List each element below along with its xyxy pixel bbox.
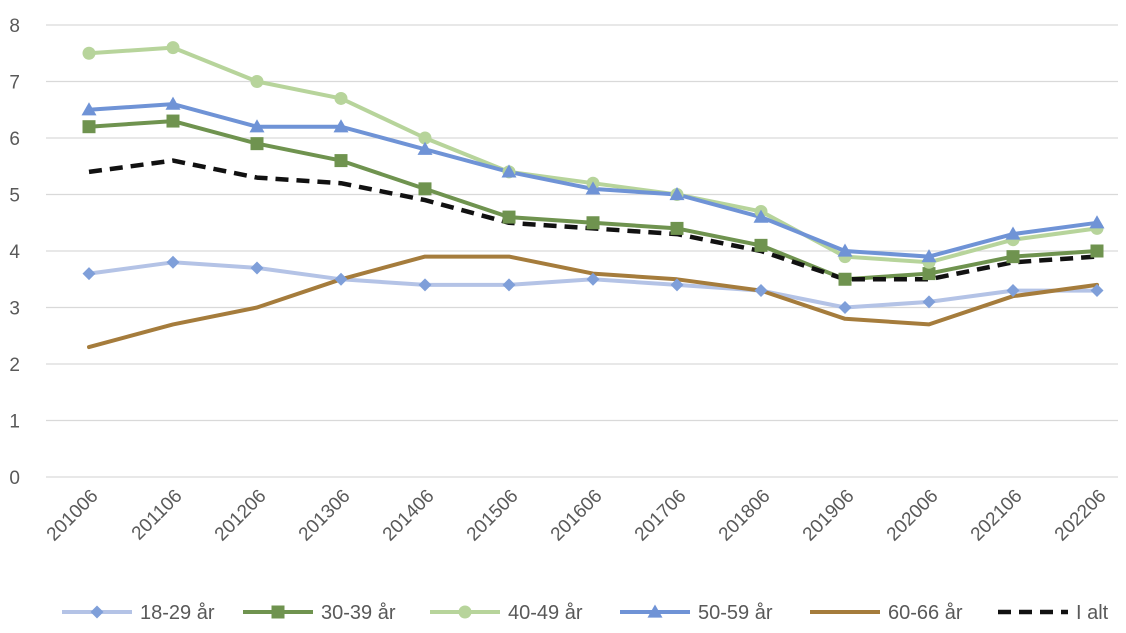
data-point-40-49-ar (82, 46, 96, 60)
data-point-50-59-ar (837, 243, 853, 257)
data-point-50-59-ar (585, 181, 601, 195)
data-point-30-39-ar (670, 221, 684, 235)
data-point-50-59-ar (417, 141, 433, 155)
data-point-18-29-ar (670, 278, 684, 292)
x-tick-label: 202206 (1051, 486, 1111, 546)
data-point-30-39-ar (838, 272, 852, 286)
x-tick-label: 201706 (631, 486, 691, 546)
data-point-18-29-ar (166, 255, 180, 269)
x-axis-ticks: 201006 201106 201206 201306 201406 201506 2016… (43, 486, 1111, 546)
y-tick-label: 5 (9, 186, 20, 207)
series-line-30-39-ar (87, 119, 1099, 282)
legend-item-40-49-ar: 40-49 år (430, 602, 583, 624)
data-point-30-39-ar (502, 210, 516, 224)
data-point-30-39-ar (82, 120, 96, 134)
data-point-30-39-ar (250, 137, 264, 151)
x-tick-label: 201806 (715, 486, 775, 546)
data-point-40-49-ar (418, 131, 432, 145)
legend-item-30-39-ar: 30-39 år (243, 602, 396, 624)
data-point-40-49-ar (250, 75, 264, 88)
data-point-30-39-ar (754, 238, 768, 252)
data-point-50-59-ar (669, 187, 685, 201)
data-point-30-39-ar (166, 114, 180, 128)
data-point-18-29-ar (922, 295, 936, 309)
y-tick-label: 0 (9, 468, 20, 489)
legend-marker (458, 605, 472, 619)
legend: 18-29 år 30-39 år 40-49 år 50-59 år 60-66 år… (62, 602, 1109, 624)
legend-marker (271, 605, 285, 619)
data-point-40-49-ar (166, 41, 180, 55)
x-tick-label: 202106 (967, 486, 1027, 546)
data-point-30-39-ar (334, 154, 348, 168)
data-point-18-29-ar (418, 278, 432, 292)
x-tick-label: 201306 (295, 486, 355, 546)
y-tick-label: 6 (9, 129, 20, 150)
data-point-50-59-ar (249, 119, 265, 133)
y-tick-label: 8 (9, 16, 20, 37)
data-point-18-29-ar (502, 278, 516, 292)
data-point-50-59-ar (921, 249, 937, 263)
data-point-50-59-ar (333, 119, 349, 133)
data-point-40-49-ar (334, 91, 348, 105)
legend-label: 18-29 år (140, 602, 215, 624)
data-point-50-59-ar (81, 102, 97, 116)
data-point-30-39-ar (922, 267, 936, 281)
legend-item-i-alt: I alt (998, 602, 1109, 624)
y-tick-label: 2 (9, 355, 20, 376)
x-tick-label: 201006 (43, 486, 103, 546)
data-point-30-39-ar (586, 216, 600, 230)
data-point-50-59-ar (501, 164, 517, 178)
data-point-18-29-ar (754, 284, 768, 298)
y-tick-label: 4 (9, 242, 20, 263)
series-markers (81, 41, 1105, 314)
x-tick-label: 202006 (883, 486, 943, 546)
x-tick-label: 201506 (463, 486, 523, 546)
legend-label: 40-49 år (508, 602, 583, 624)
legend-item-60-66-ar: 60-66 år (810, 602, 963, 624)
data-point-18-29-ar (334, 272, 348, 286)
x-tick-label: 201406 (379, 486, 439, 546)
series-lines (87, 45, 1099, 350)
legend-marker (647, 604, 663, 618)
legend-item-50-59-ar: 50-59 år (620, 602, 773, 624)
legend-marker (90, 605, 104, 619)
data-point-50-59-ar (753, 209, 769, 223)
legend-label: 50-59 år (698, 602, 773, 624)
y-tick-label: 3 (9, 299, 20, 320)
x-tick-label: 201206 (211, 486, 271, 546)
data-point-18-29-ar (586, 272, 600, 286)
data-point-18-29-ar (250, 261, 264, 275)
data-point-18-29-ar (1006, 284, 1020, 298)
data-point-30-39-ar (1090, 244, 1104, 258)
data-point-18-29-ar (82, 267, 96, 281)
legend-label: 30-39 år (321, 602, 396, 624)
y-tick-label: 7 (9, 73, 20, 94)
gridlines (46, 24, 1118, 478)
data-point-50-59-ar (165, 96, 181, 110)
y-tick-label: 1 (9, 412, 20, 433)
data-point-30-39-ar (418, 182, 432, 196)
legend-item-18-29-ar: 18-29 år (62, 602, 215, 624)
y-axis-ticks: 0 1 2 3 4 5 6 7 8 (9, 16, 20, 489)
legend-label: I alt (1076, 602, 1109, 624)
legend-label: 60-66 år (888, 602, 963, 624)
data-point-50-59-ar (1005, 226, 1021, 240)
x-tick-label: 201606 (547, 486, 607, 546)
data-point-30-39-ar (1006, 250, 1020, 264)
data-point-18-29-ar (838, 301, 852, 314)
data-point-50-59-ar (1089, 215, 1105, 229)
data-point-18-29-ar (1090, 284, 1104, 298)
x-tick-label: 201906 (799, 486, 859, 546)
x-tick-label: 201106 (128, 486, 187, 545)
